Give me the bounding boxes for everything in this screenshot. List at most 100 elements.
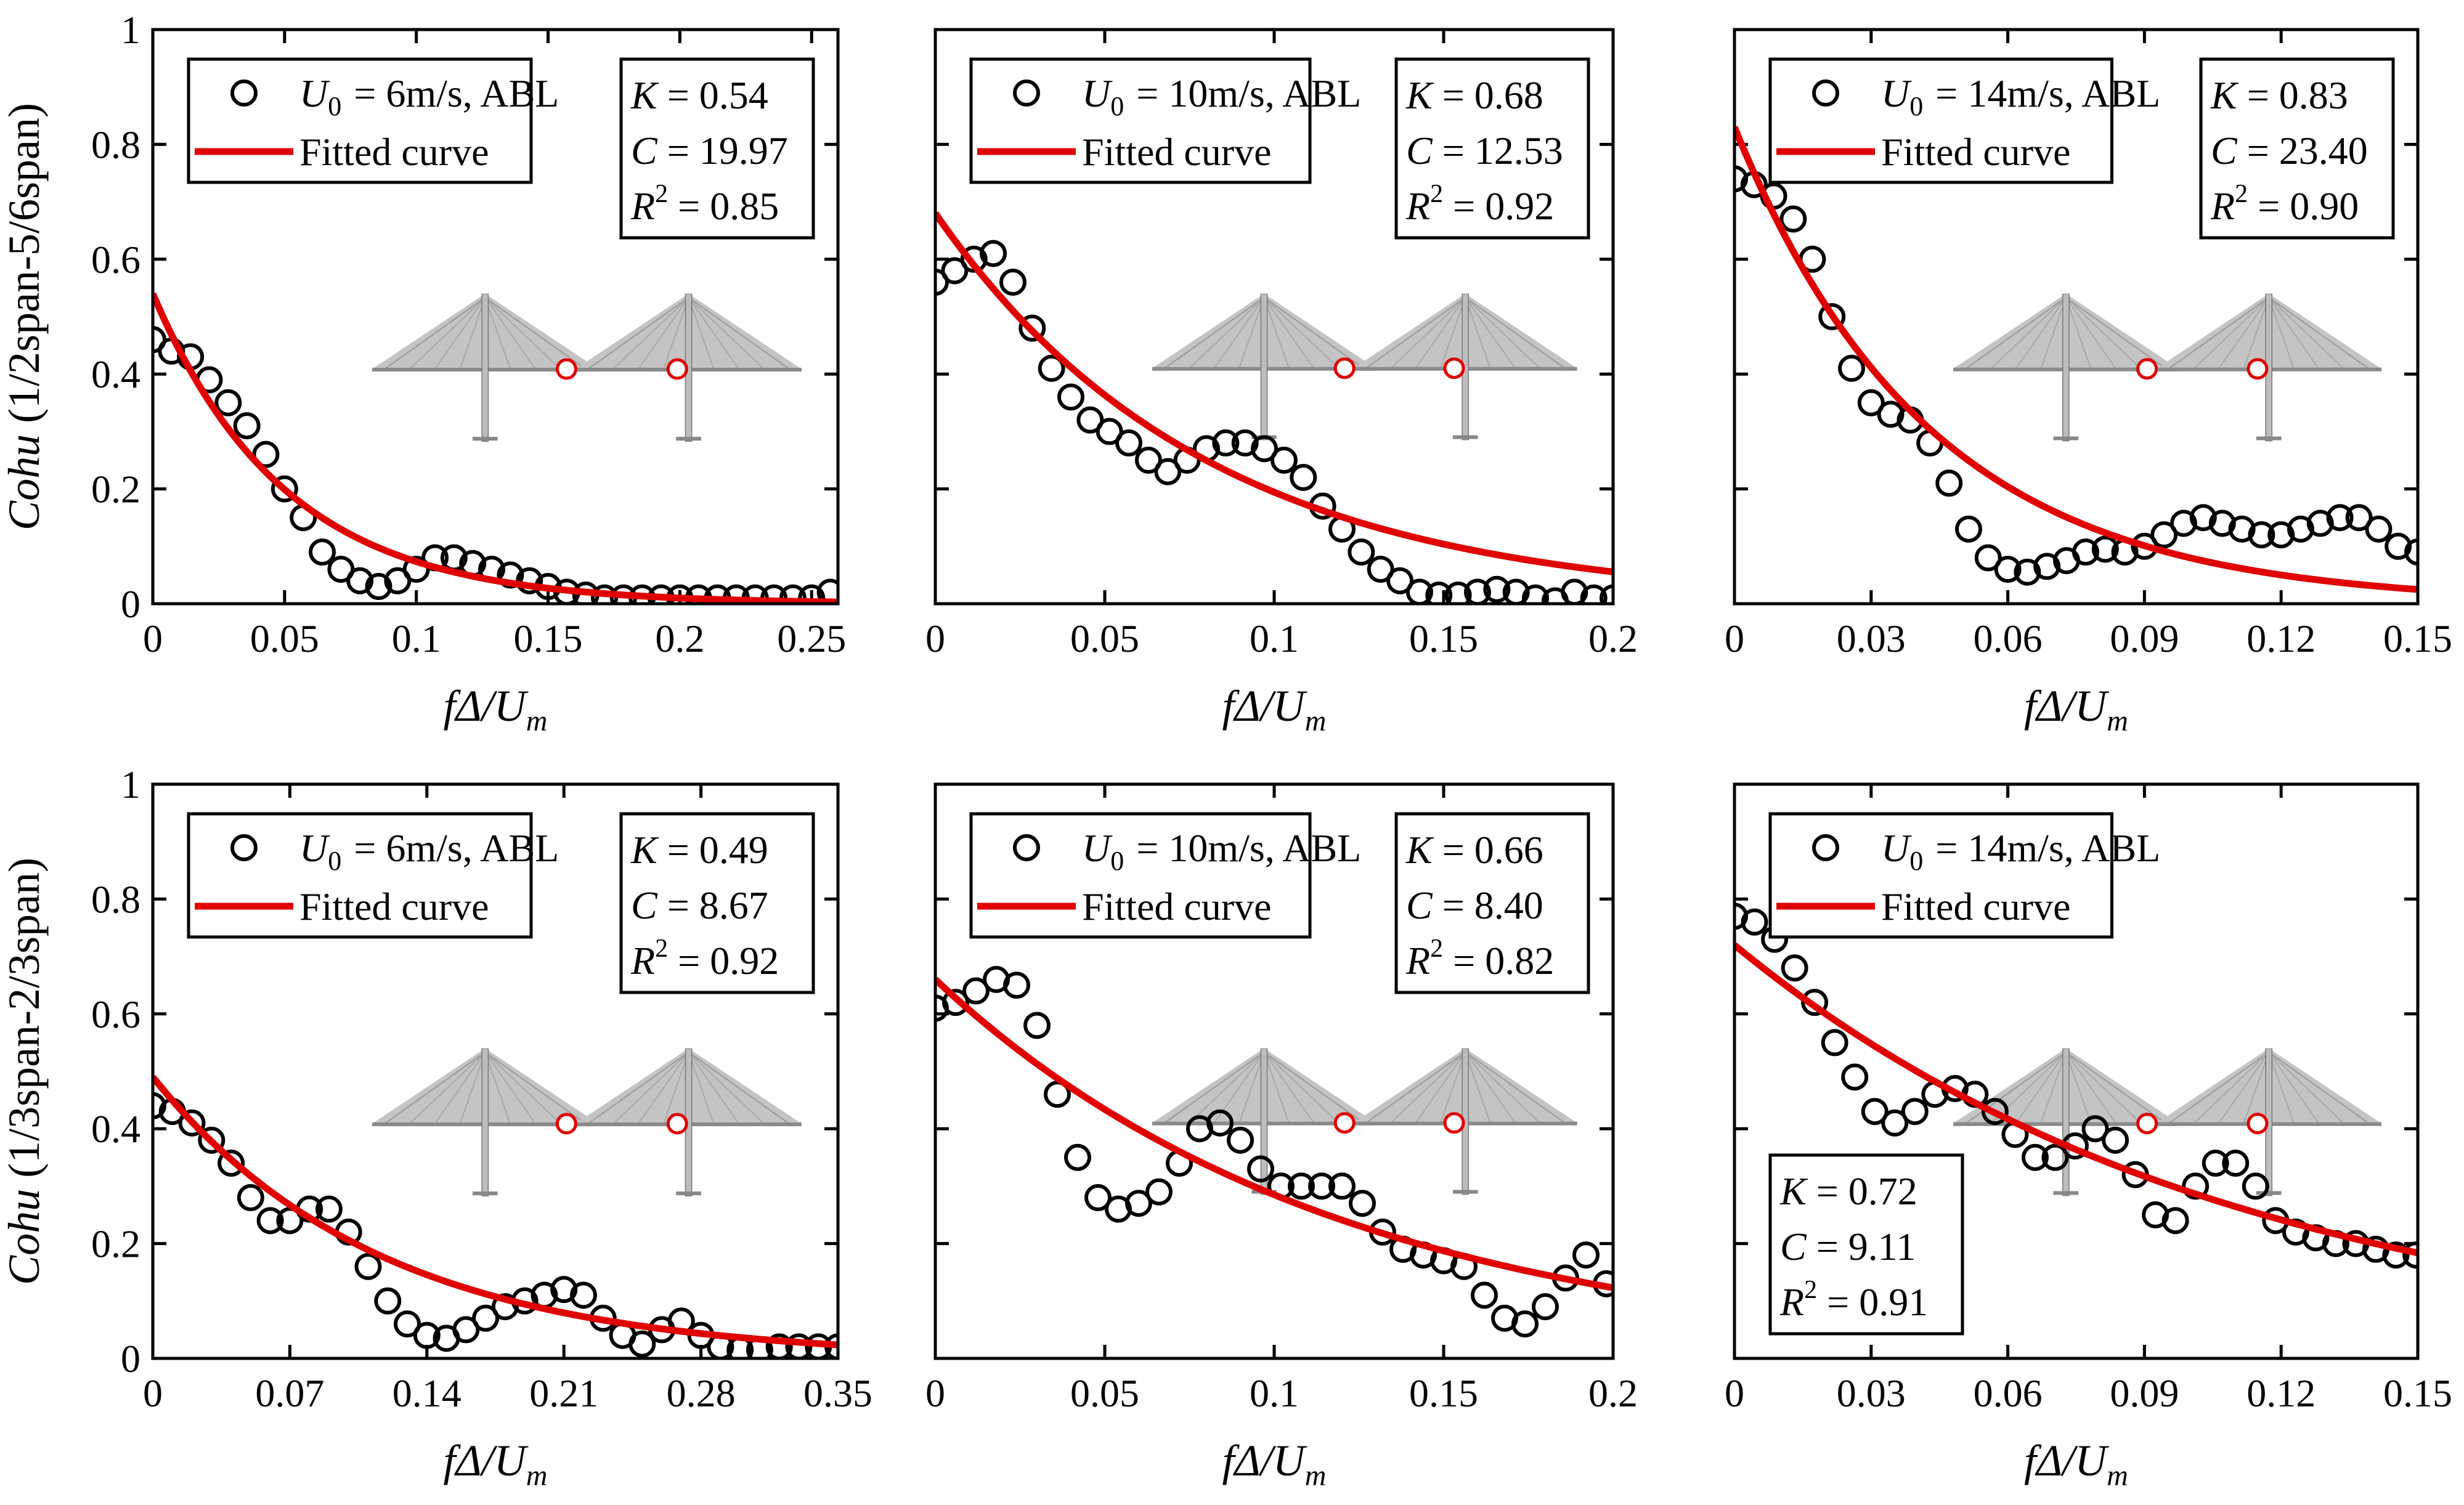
data-point: [452, 1316, 480, 1344]
data-point: [1227, 1126, 1254, 1154]
stat-c: C = 12.53: [1406, 129, 1563, 172]
plot-frame: [933, 28, 1615, 606]
data-point: [1861, 1098, 1889, 1126]
legend-fit-label: Fitted curve: [1881, 130, 2070, 174]
fitted-curve: [1734, 942, 2418, 1257]
measurement-point-marker: [2136, 358, 2158, 380]
stat-c: C = 8.67: [631, 883, 768, 927]
measurement-point-marker: [2246, 1113, 2269, 1135]
stat-k: K = 0.83: [2210, 73, 2348, 117]
x-tick-label: 0: [143, 1371, 163, 1415]
x-axis-title: fΔ/Um: [1222, 681, 1327, 737]
x-tick-label: 0.15: [1409, 1371, 1478, 1415]
data-point: [1023, 1012, 1051, 1039]
x-tick-label: 0.05: [1070, 1371, 1139, 1415]
data-point: [960, 245, 988, 273]
data-point: [1231, 429, 1259, 457]
x-tick-label: 0: [1725, 617, 1744, 660]
legend-marker: [1013, 79, 1040, 107]
data-point: [153, 1092, 166, 1119]
data-point: [2402, 1241, 2418, 1269]
measurement-point-marker: [1333, 357, 1356, 379]
legend-marker: [230, 79, 258, 107]
data-point: [1464, 578, 1491, 604]
stat-k: K = 0.49: [630, 828, 768, 872]
measurement-point-marker: [555, 358, 577, 380]
fitted-curve: [935, 976, 1613, 1291]
data-point: [1935, 469, 1963, 497]
data-point: [2182, 1172, 2210, 1200]
cable-stayed-bridge-icon: [1953, 293, 2382, 442]
data-point: [1247, 1155, 1274, 1183]
data-point: [270, 475, 298, 503]
data-point: [1076, 406, 1104, 434]
data-point: [1290, 463, 1317, 491]
data-point: [1522, 584, 1550, 604]
stat-r: R2 = 0.92: [1405, 180, 1554, 228]
data-point: [1154, 458, 1182, 485]
data-point: [198, 1126, 226, 1154]
x-tick-label: 0.15: [2383, 1371, 2452, 1415]
data-point: [214, 389, 242, 416]
x-axis-title: fΔ/Um: [1222, 1436, 1327, 1492]
data-point: [1348, 538, 1375, 566]
y-axis-title: Cohu (1/3span-2/3span): [0, 858, 49, 1285]
legend-series-label: U0 = 6m/s, ABL: [299, 826, 559, 876]
fit-stats: K = 0.49 C = 8.67 R2 = 0.92: [619, 812, 815, 994]
data-series: [153, 1092, 838, 1358]
data-point: [374, 1287, 402, 1315]
data-point: [1084, 1184, 1112, 1212]
data-point: [1483, 575, 1511, 603]
data-point: [1502, 578, 1530, 604]
data-point: [816, 578, 838, 604]
data-point: [980, 240, 1007, 267]
data-point: [1877, 400, 1905, 428]
data-point: [365, 573, 392, 601]
data-point: [2267, 521, 2295, 549]
legend-series-label: U0 = 6m/s, ABL: [299, 71, 559, 121]
x-tick-label: 0.05: [1070, 617, 1139, 660]
data-point: [346, 567, 374, 594]
data-point: [2326, 504, 2354, 532]
data-point: [1003, 972, 1030, 999]
stat-k: K = 0.72: [1779, 1169, 1917, 1213]
measurement-point-marker: [666, 1113, 688, 1135]
y-tick-label: 0: [121, 1337, 140, 1381]
data-point: [2382, 1241, 2410, 1269]
data-point: [1038, 354, 1065, 382]
data-point: [1838, 354, 1866, 382]
x-axis-title: fΔ/Um: [444, 1436, 548, 1492]
x-tick-label: 0.03: [1837, 617, 1906, 660]
legend: U0 = 6m/s, ABL Fitted curve: [187, 57, 559, 184]
x-tick-label: 0.2: [1588, 617, 1638, 660]
subplot-5: 0 0.05 0.1 0.15 0.2 U0 = 10m/s, ABL Fitted curv…: [925, 782, 1638, 1492]
legend-fit-label: Fitted curve: [1082, 130, 1271, 174]
data-point: [1955, 515, 1983, 543]
data-point: [1444, 582, 1472, 604]
data-point: [2169, 509, 2197, 537]
stat-k: K = 0.66: [1405, 828, 1543, 872]
x-tick-label: 0: [925, 617, 945, 660]
y-axis-title: Cohu (1/2span-5/6span): [0, 103, 49, 530]
data-point: [413, 1321, 441, 1349]
data-point: [2248, 521, 2275, 549]
data-point: [2161, 1207, 2189, 1235]
x-axis-title: fΔ/Um: [2024, 1436, 2128, 1492]
data-point: [1367, 556, 1394, 583]
data-point: [237, 1184, 264, 1212]
data-point: [1600, 584, 1613, 604]
y-tick-label: 1: [121, 763, 140, 806]
x-tick-label: 0: [925, 1371, 945, 1415]
data-point: [1572, 1241, 1600, 1269]
legend-series-label: U0 = 10m/s, ABL: [1082, 71, 1361, 121]
data-point: [2306, 509, 2334, 537]
x-tick-label: 0.14: [392, 1371, 461, 1415]
data-point: [1471, 1281, 1498, 1309]
stats-box: [619, 812, 815, 994]
legend-marker: [1013, 834, 1040, 861]
data-point: [1734, 165, 1748, 193]
subplot-2: 0 0.05 0.1 0.15 0.2 U0 = 10m/s, ABL Fitted curv…: [925, 28, 1638, 737]
y-tick-label: 0.4: [91, 352, 140, 396]
data-point: [1801, 989, 1829, 1016]
data-point: [1981, 1098, 2009, 1126]
